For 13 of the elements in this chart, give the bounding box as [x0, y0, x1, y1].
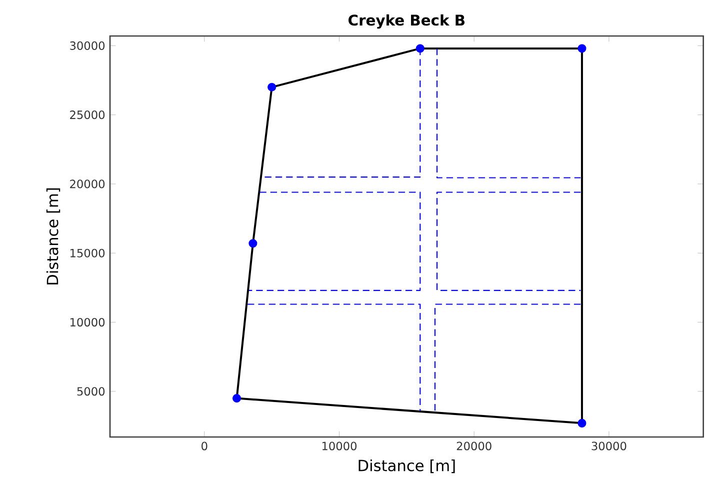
y-tick-label: 5000	[77, 387, 105, 396]
x-axis-title: Distance [m]	[358, 459, 455, 474]
y-tick-label: 20000	[70, 180, 105, 188]
y-tick-label: 30000	[70, 41, 105, 50]
y-tick-label: 25000	[70, 110, 105, 120]
y-axis-title: Distance [m]	[46, 188, 60, 284]
y-tick-label: 10000	[70, 318, 105, 327]
x-tick-label: 20000	[456, 442, 492, 450]
x-tick-label: 10000	[322, 442, 357, 450]
chart-title: Creyke Beck B	[348, 14, 465, 29]
x-tick-label: 30000	[592, 442, 626, 450]
y-tick-label: 15000	[70, 248, 105, 258]
x-tick-label: 0	[202, 442, 208, 450]
